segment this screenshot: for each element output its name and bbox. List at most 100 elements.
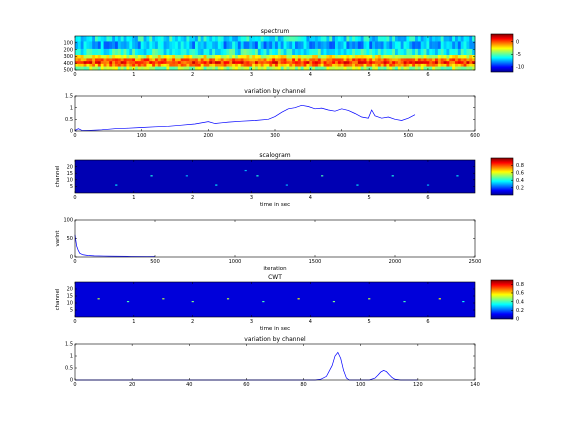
heatmap-cell bbox=[255, 48, 259, 56]
heatmap-cell bbox=[252, 48, 256, 56]
heatmap-cell bbox=[117, 48, 122, 56]
heatmap-cell bbox=[320, 63, 324, 67]
heatmap-cell bbox=[389, 48, 393, 56]
colorbar-tick-label: -5 bbox=[516, 52, 521, 58]
heatmap-cell bbox=[132, 58, 136, 62]
heatmap-cell bbox=[292, 66, 296, 71]
heatmap-cell bbox=[123, 41, 127, 50]
heatmap-cell bbox=[280, 41, 284, 50]
heatmap-cell bbox=[377, 55, 382, 59]
heatmap-cell bbox=[449, 58, 453, 62]
heatmap-cell bbox=[120, 58, 124, 62]
heatmap-cell bbox=[155, 55, 159, 59]
heatmap-cell bbox=[409, 58, 413, 62]
series-line bbox=[75, 351, 418, 381]
heatmap-cell bbox=[363, 36, 367, 42]
heatmap-cell bbox=[472, 36, 476, 42]
heatmap-cell bbox=[112, 36, 116, 42]
heatmap-cell bbox=[435, 66, 439, 71]
heatmap-cell bbox=[263, 63, 267, 67]
heatmap-cell bbox=[166, 41, 170, 50]
heatmap-cell bbox=[283, 55, 287, 59]
heatmap-cell bbox=[432, 41, 436, 50]
heatmap-cell bbox=[343, 61, 347, 65]
heatmap-cell bbox=[117, 55, 122, 59]
heatmap-cell bbox=[180, 36, 184, 42]
heatmap-cell bbox=[140, 48, 144, 56]
heatmap-cell bbox=[206, 36, 210, 42]
heatmap-cell bbox=[437, 41, 442, 50]
heatmap-cell bbox=[363, 55, 367, 59]
heatmap-cell bbox=[315, 61, 319, 65]
heatmap-cell bbox=[395, 48, 399, 56]
heatmap-cell bbox=[446, 58, 450, 62]
heatmap-cell bbox=[269, 55, 273, 59]
heatmap-cell bbox=[117, 58, 122, 62]
heatmap-cell bbox=[235, 61, 239, 65]
heatmap-cell bbox=[317, 48, 322, 56]
heatmap-cell bbox=[403, 41, 407, 50]
heatmap-cell bbox=[389, 41, 393, 50]
heatmap-cell bbox=[369, 36, 373, 42]
heatmap-speckle bbox=[262, 301, 265, 303]
heatmap-speckle bbox=[438, 298, 441, 300]
heatmap-cell bbox=[155, 41, 159, 50]
heatmap-cell bbox=[137, 36, 142, 42]
heatmap-background bbox=[75, 282, 475, 317]
heatmap-cell bbox=[300, 58, 304, 62]
x-tick-label: 300 bbox=[270, 133, 280, 139]
heatmap-cell bbox=[369, 48, 373, 56]
heatmap-cell bbox=[140, 61, 144, 65]
heatmap-cell bbox=[412, 58, 416, 62]
heatmap-cell bbox=[220, 36, 224, 42]
heatmap-cell bbox=[283, 66, 287, 71]
heatmap-cell bbox=[203, 61, 207, 65]
heatmap-cell bbox=[255, 58, 259, 62]
heatmap-cell bbox=[189, 48, 193, 56]
heatmap-cell bbox=[192, 36, 196, 42]
heatmap-cell bbox=[343, 48, 347, 56]
heatmap-cell bbox=[306, 36, 310, 42]
heatmap-cell bbox=[383, 63, 387, 67]
colorbar-frame bbox=[490, 279, 514, 320]
x-tick-label: 5 bbox=[368, 72, 371, 78]
heatmap-cell bbox=[172, 63, 176, 67]
heatmap-cell bbox=[146, 36, 150, 42]
heatmap-speckle bbox=[97, 298, 100, 300]
heatmap-cell bbox=[435, 41, 439, 50]
heatmap-cell bbox=[77, 48, 82, 56]
heatmap-cell bbox=[332, 36, 336, 42]
heatmap-cell bbox=[426, 36, 430, 42]
heatmap-cell bbox=[435, 58, 439, 62]
heatmap-cell bbox=[172, 58, 176, 62]
heatmap-cell bbox=[217, 48, 222, 56]
heatmap-cell bbox=[406, 66, 410, 71]
heatmap-cells bbox=[75, 282, 475, 317]
heatmap-cell bbox=[137, 61, 142, 65]
heatmap-cell bbox=[157, 58, 162, 62]
heatmap-cell bbox=[123, 66, 127, 71]
heatmap-cell bbox=[212, 66, 216, 71]
heatmap-cell bbox=[372, 55, 376, 59]
heatmap-cell bbox=[97, 61, 102, 65]
heatmap-cell bbox=[272, 61, 276, 65]
heatmap-cell bbox=[403, 48, 407, 56]
x-tick-label: 6 bbox=[426, 195, 429, 201]
series-line bbox=[74, 234, 156, 257]
heatmap-cell bbox=[303, 41, 307, 50]
heatmap-cell bbox=[186, 41, 190, 50]
heatmap-cell bbox=[340, 55, 344, 59]
heatmap-cell bbox=[372, 48, 376, 56]
heatmap-cell bbox=[206, 63, 210, 67]
heatmap-cell bbox=[383, 58, 387, 62]
heatmap-cell bbox=[166, 55, 170, 59]
heatmap-cell bbox=[243, 48, 247, 56]
heatmap-cell bbox=[349, 58, 353, 62]
heatmap-cell bbox=[435, 36, 439, 42]
heatmap-cell bbox=[312, 61, 316, 65]
heatmap-cell bbox=[355, 58, 359, 62]
heatmap-cell bbox=[409, 48, 413, 56]
